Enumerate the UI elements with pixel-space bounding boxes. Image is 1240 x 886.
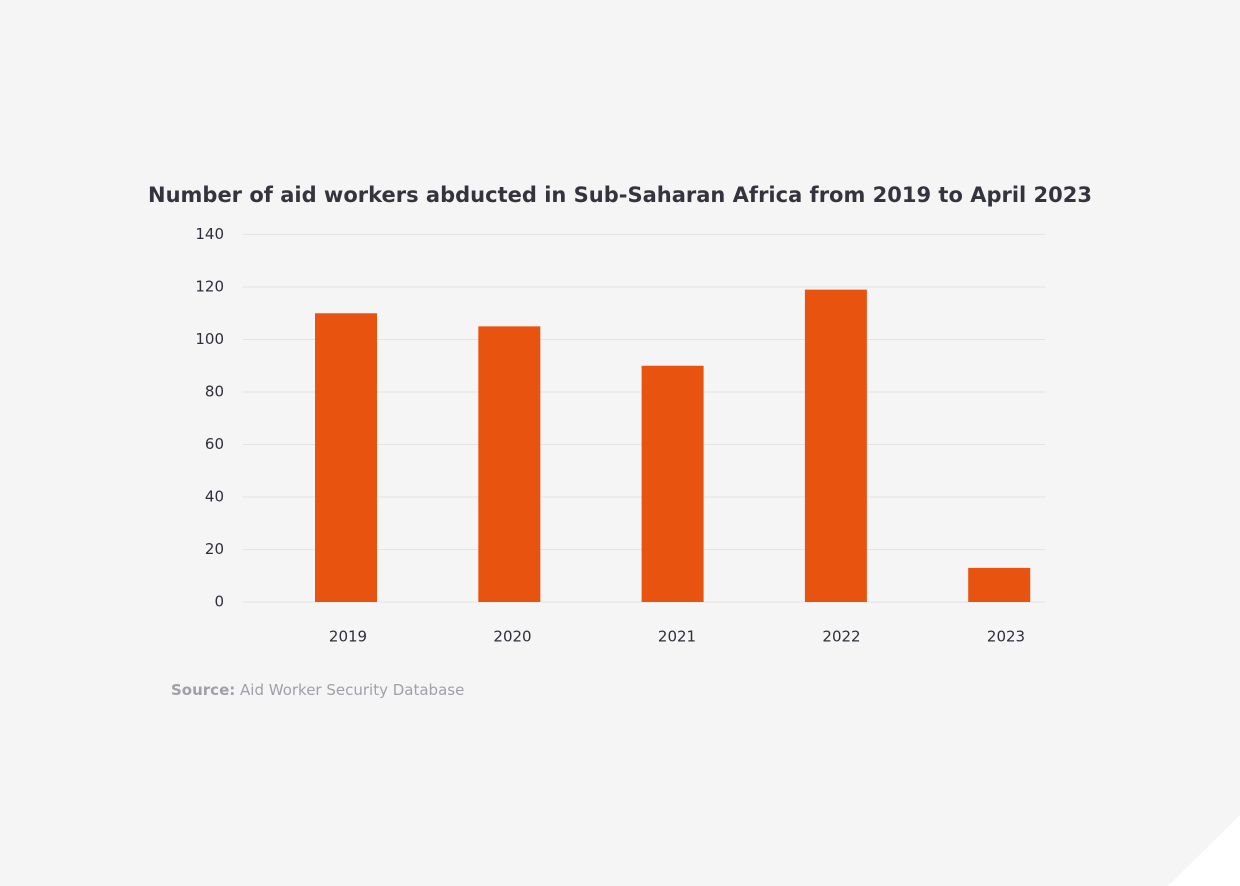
source-label: Source: bbox=[171, 681, 235, 699]
bar bbox=[804, 289, 867, 602]
bar bbox=[478, 326, 541, 602]
bar bbox=[315, 313, 377, 602]
bar bbox=[641, 365, 704, 602]
x-tick-label: 2020 bbox=[493, 628, 531, 646]
source: Source: Aid Worker Security Database bbox=[171, 681, 464, 699]
y-tick-label: 0 bbox=[214, 593, 224, 611]
x-tick-label: 2022 bbox=[822, 628, 860, 646]
x-tick-label: 2019 bbox=[329, 628, 367, 646]
x-tick-label: 2021 bbox=[658, 628, 696, 646]
x-tick-label: 2023 bbox=[987, 628, 1025, 646]
corner-decoration bbox=[1168, 815, 1240, 886]
source-text: Aid Worker Security Database bbox=[240, 681, 464, 699]
y-tick-label: 40 bbox=[205, 488, 224, 506]
y-tick-label: 60 bbox=[205, 435, 224, 453]
y-tick-label: 120 bbox=[195, 278, 224, 296]
chart-title: Number of aid workers abducted in Sub-Sa… bbox=[148, 183, 1092, 207]
y-tick-label: 20 bbox=[205, 540, 224, 558]
bar bbox=[968, 567, 1031, 602]
y-tick-label: 140 bbox=[195, 225, 224, 243]
y-tick-label: 100 bbox=[195, 330, 224, 348]
y-tick-label: 80 bbox=[205, 383, 224, 401]
